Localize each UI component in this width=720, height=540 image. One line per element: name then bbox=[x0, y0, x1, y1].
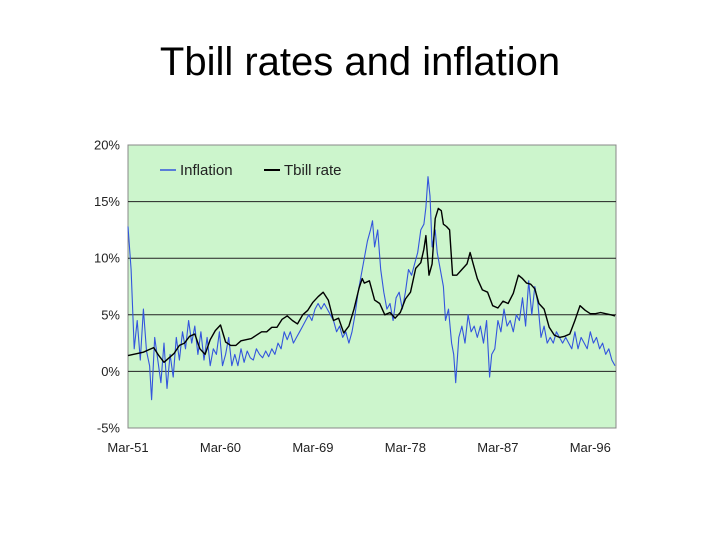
legend-label-inflation: Inflation bbox=[180, 162, 233, 179]
slide-title: Tbill rates and inflation bbox=[159, 40, 561, 84]
x-tick-label: Mar-78 bbox=[385, 440, 426, 455]
series-layer bbox=[127, 176, 616, 401]
x-tick-label: Mar-51 bbox=[107, 440, 148, 455]
x-axis: Mar-51 Mar-60 Mar-69 Mar-78 Mar-87 Mar-96 bbox=[107, 440, 611, 455]
series-line-tbill-rate bbox=[127, 207, 616, 363]
series-line-inflation bbox=[127, 176, 616, 401]
x-tick-label: Mar-69 bbox=[292, 440, 333, 455]
gridlines bbox=[128, 201, 616, 372]
y-axis: -5% 0% 5% 10% 15% 20% bbox=[94, 138, 120, 436]
y-tick-label: 0% bbox=[101, 364, 120, 379]
y-tick-label: 20% bbox=[94, 138, 120, 153]
y-tick-label: -5% bbox=[97, 421, 121, 436]
plot-area bbox=[127, 144, 617, 429]
x-tick-label: Mar-60 bbox=[200, 440, 241, 455]
x-tick-label: Mar-87 bbox=[477, 440, 518, 455]
x-tick-label: Mar-96 bbox=[570, 440, 611, 455]
y-tick-label: 15% bbox=[94, 194, 120, 209]
y-tick-label: 10% bbox=[94, 251, 120, 266]
legend: Inflation Tbill rate bbox=[160, 162, 342, 179]
y-tick-label: 5% bbox=[101, 307, 120, 322]
legend-label-tbill-rate: Tbill rate bbox=[284, 162, 342, 179]
